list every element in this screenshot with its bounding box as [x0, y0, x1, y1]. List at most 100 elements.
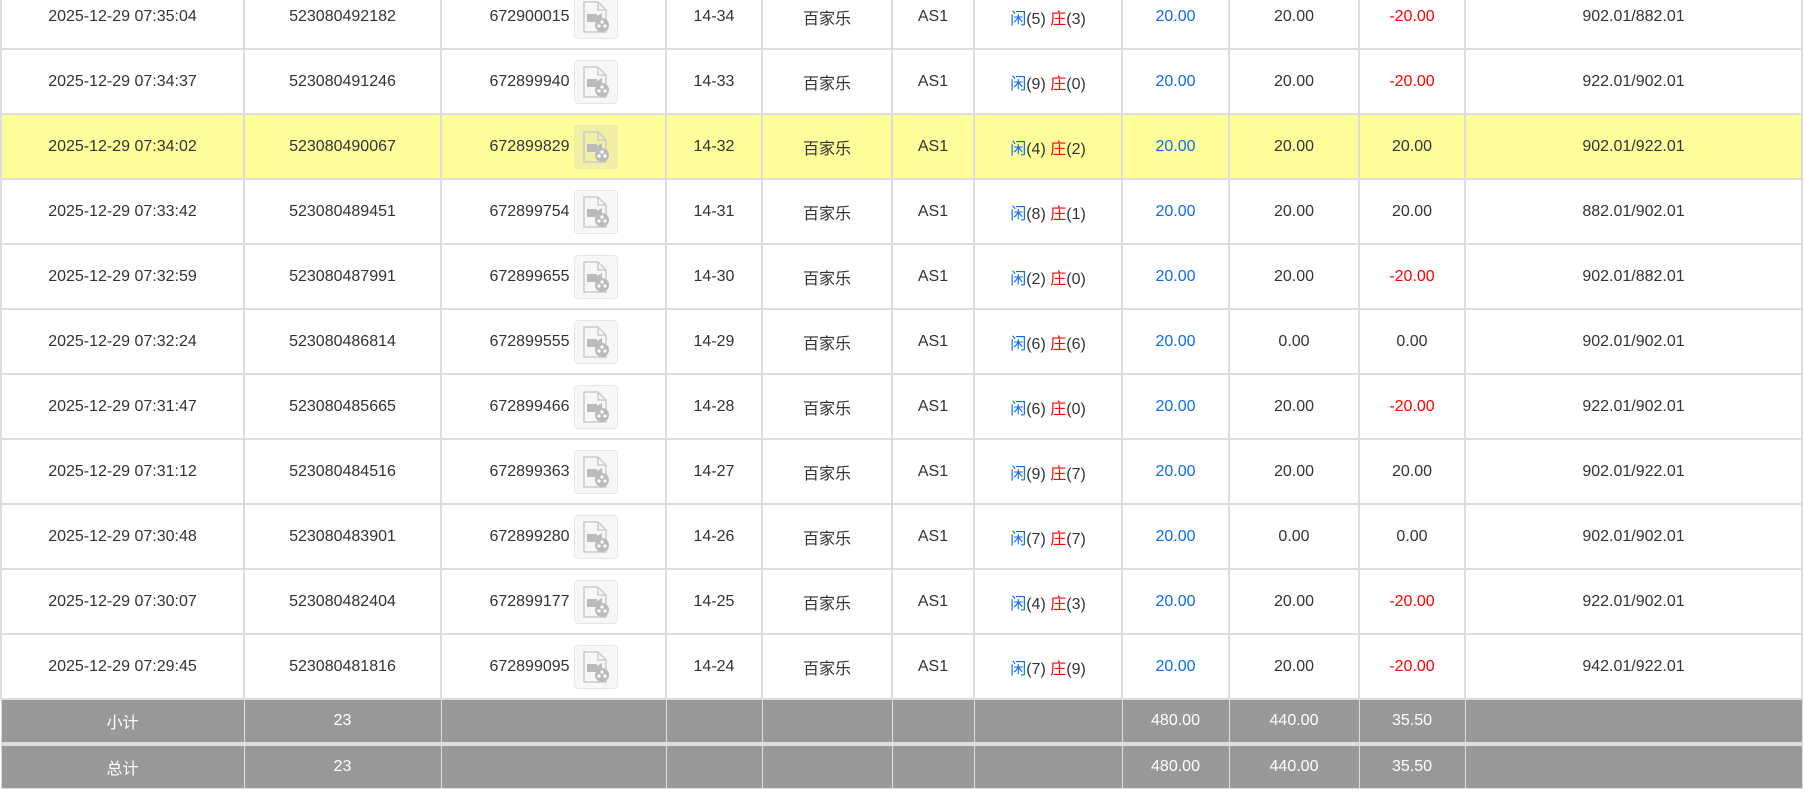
summary-win-text: 35.50: [1391, 758, 1433, 775]
empty: [440, 742, 667, 789]
video-replay-icon[interactable]: [573, 384, 618, 429]
empty: [973, 742, 1123, 789]
bet-time: 2025-12-29 07:30:07: [0, 568, 245, 635]
banker-label: 庄: [1050, 140, 1067, 158]
shoe-round: 14-24: [665, 633, 763, 700]
valid-bet-text: 20.00: [1273, 7, 1315, 25]
player-label: 闲: [1010, 660, 1027, 678]
player-label: 闲: [1010, 10, 1027, 28]
table-row[interactable]: 2025-12-29 07:29:45 523080481816 672899095…: [0, 633, 1803, 700]
round-id: 672900015: [440, 0, 667, 50]
bet-amount: 20.00: [1121, 48, 1230, 115]
win-loss-text: 20.00: [1391, 137, 1433, 155]
player-points: 6: [1031, 335, 1041, 353]
player-points: 8: [1031, 205, 1041, 223]
bet-id-text: 523080482404: [289, 592, 396, 610]
bet-time: 2025-12-29 07:31:47: [0, 373, 245, 440]
summary-label-text: 总计: [106, 761, 139, 778]
video-replay-icon[interactable]: [573, 189, 618, 234]
bet-id: 523080486814: [243, 308, 442, 375]
banker-points: 3: [1071, 10, 1081, 28]
game-type: 百家乐: [761, 243, 893, 310]
video-replay-icon[interactable]: [573, 644, 618, 689]
valid-bet: 20.00: [1228, 178, 1360, 245]
table-row[interactable]: 2025-12-29 07:35:04 523080492182 672900015…: [0, 0, 1803, 50]
table-row[interactable]: 2025-12-29 07:32:59 523080487991 672899655…: [0, 243, 1803, 310]
video-replay-icon[interactable]: [573, 319, 618, 364]
summary-valid-text: 440.00: [1269, 758, 1319, 775]
bet-amount-text: 20.00: [1155, 72, 1196, 90]
bet-id: 523080481816: [243, 633, 442, 700]
video-replay-icon[interactable]: [573, 0, 618, 39]
bet-id: 523080482404: [243, 568, 442, 635]
shoe-round-text: 14-26: [693, 527, 735, 545]
table-row[interactable]: 2025-12-29 07:32:24 523080486814 672899555…: [0, 308, 1803, 375]
table-name-text: AS1: [917, 592, 949, 610]
game-type: 百家乐: [761, 178, 893, 245]
shoe-round-text: 14-29: [693, 332, 735, 350]
shoe-round: 14-28: [665, 373, 763, 440]
bet-amount-text: 20.00: [1155, 527, 1196, 545]
banker-label: 庄: [1050, 530, 1067, 548]
banker-label: 庄: [1050, 205, 1067, 223]
result: 闲(8) 庄(1): [973, 178, 1123, 245]
table-row[interactable]: 2025-12-29 07:34:37 523080491246 672899940…: [0, 48, 1803, 115]
balance: 902.01/882.01: [1464, 0, 1803, 50]
video-replay-icon[interactable]: [573, 254, 618, 299]
bet-id: 523080491246: [243, 48, 442, 115]
empty: [440, 698, 667, 745]
table-name-text: AS1: [917, 332, 949, 350]
table-row[interactable]: 2025-12-29 07:31:47 523080485665 672899466…: [0, 373, 1803, 440]
win-loss: -20.00: [1358, 243, 1466, 310]
shoe-round: 14-27: [665, 438, 763, 505]
bet-time-text: 2025-12-29 07:30:48: [48, 527, 197, 545]
balance: 922.01/902.01: [1464, 568, 1803, 635]
bet-id: 523080484516: [243, 438, 442, 505]
table-row[interactable]: 2025-12-29 07:34:02 523080490067 672899829…: [0, 113, 1803, 180]
bet-amount: 20.00: [1121, 503, 1230, 570]
player-points: 7: [1031, 530, 1041, 548]
table-row[interactable]: 2025-12-29 07:31:12 523080484516 672899363…: [0, 438, 1803, 505]
bet-amount: 20.00: [1121, 633, 1230, 700]
bet-amount: 20.00: [1121, 113, 1230, 180]
video-replay-icon[interactable]: [573, 124, 618, 169]
win-loss: 20.00: [1358, 113, 1466, 180]
table-name-text: AS1: [917, 462, 949, 480]
valid-bet: 0.00: [1228, 308, 1360, 375]
shoe-round-text: 14-25: [693, 592, 735, 610]
video-replay-icon[interactable]: [573, 449, 618, 494]
valid-bet: 20.00: [1228, 113, 1360, 180]
balance-text: 942.01/922.01: [1582, 657, 1685, 675]
round-id-text: 672899555: [489, 332, 570, 350]
shoe-round: 14-26: [665, 503, 763, 570]
banker-label: 庄: [1050, 10, 1067, 28]
bet-id-text: 523080490067: [289, 137, 396, 155]
shoe-round-text: 14-28: [693, 397, 735, 415]
result: 闲(9) 庄(0): [973, 48, 1123, 115]
bet-amount: 20.00: [1121, 178, 1230, 245]
round-id: 672899829: [440, 113, 667, 180]
round-id-text: 672899177: [489, 592, 570, 610]
bet-amount-text: 20.00: [1155, 397, 1196, 415]
player-label: 闲: [1010, 140, 1027, 158]
empty: [891, 698, 975, 745]
table-row[interactable]: 2025-12-29 07:30:48 523080483901 672899280…: [0, 503, 1803, 570]
result: 闲(7) 庄(9): [973, 633, 1123, 700]
round-id: 672899754: [440, 178, 667, 245]
player-points: 7: [1031, 660, 1041, 678]
video-replay-icon[interactable]: [573, 59, 618, 104]
table-row[interactable]: 2025-12-29 07:33:42 523080489451 672899754…: [0, 178, 1803, 245]
video-replay-icon[interactable]: [573, 579, 618, 624]
round-id: 672899095: [440, 633, 667, 700]
summary-valid: 440.00: [1228, 742, 1360, 789]
shoe-round-text: 14-24: [693, 657, 735, 675]
player-points: 9: [1031, 465, 1041, 483]
video-replay-icon[interactable]: [573, 514, 618, 559]
banker-points: 0: [1071, 75, 1081, 93]
result: 闲(2) 庄(0): [973, 243, 1123, 310]
table-name-text: AS1: [917, 7, 949, 25]
table-row[interactable]: 2025-12-29 07:30:07 523080482404 672899177…: [0, 568, 1803, 635]
valid-bet: 20.00: [1228, 243, 1360, 310]
shoe-round-text: 14-30: [693, 267, 735, 285]
player-label: 闲: [1010, 465, 1027, 483]
